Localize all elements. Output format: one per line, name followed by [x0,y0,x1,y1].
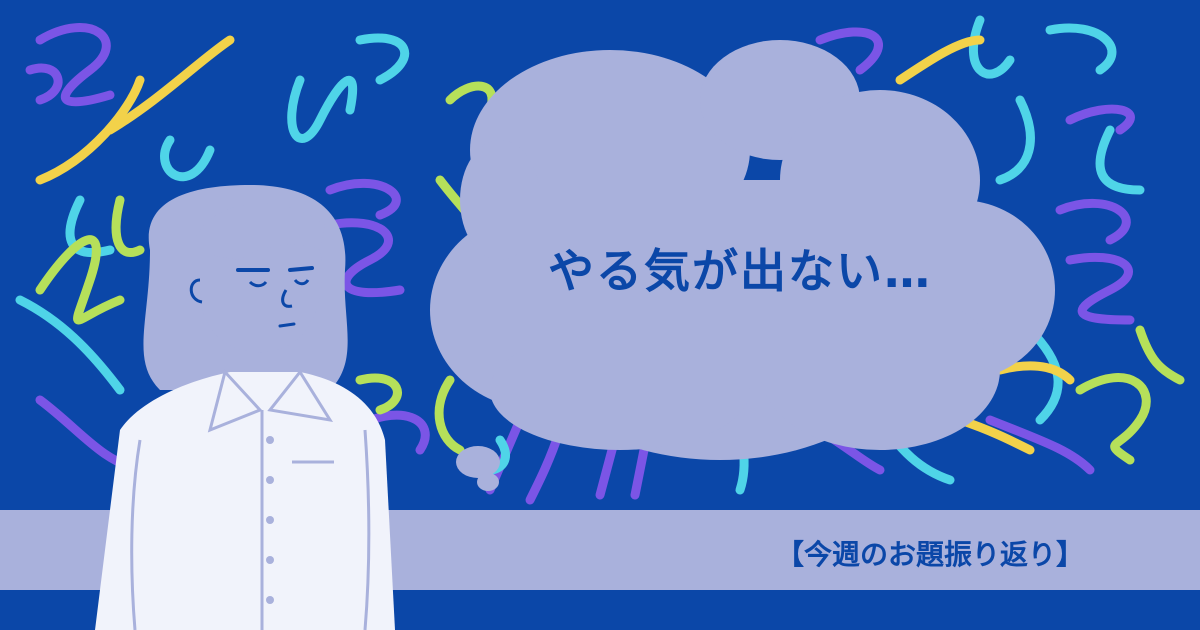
tired-person-illustration [95,185,395,630]
banner-title: 【今週のお題振り返り】 [775,538,1084,571]
thought-bubble [430,40,1055,491]
thought-bubble-text: やる気が出ない… [548,244,932,298]
